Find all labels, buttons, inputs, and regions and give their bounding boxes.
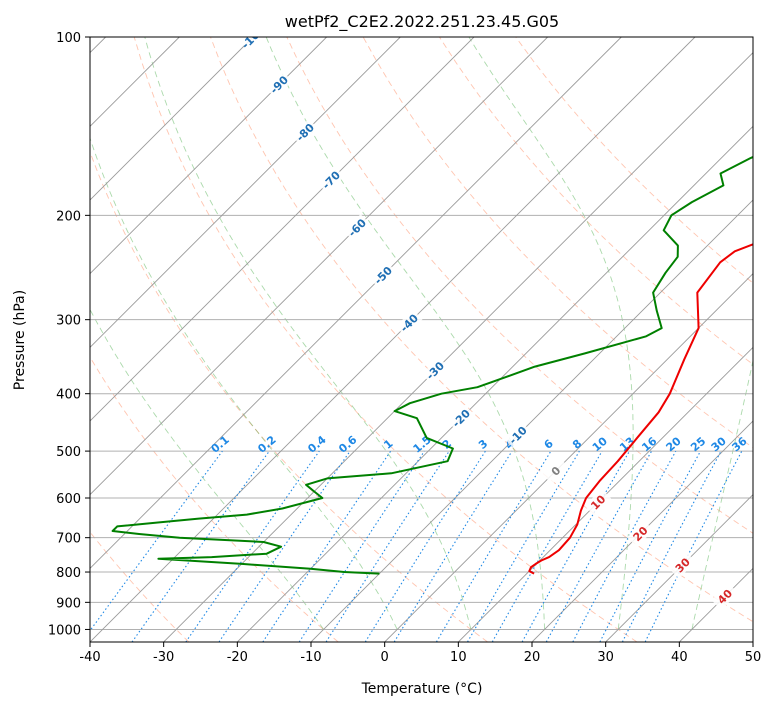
moist-adiabat xyxy=(468,37,634,630)
temperature-profile-line xyxy=(528,243,753,575)
isotherm-label-bg xyxy=(584,488,612,516)
x-axis: -40 -30 -20 -10 0 10 20 30 40 50 xyxy=(79,642,761,665)
isotherm-line xyxy=(605,494,753,642)
isotherm-line xyxy=(90,37,696,642)
dry-adiabat xyxy=(90,356,339,642)
dewpoint-profile-line xyxy=(111,155,753,575)
x-tick-label: -30 xyxy=(153,650,174,665)
isotherm-line xyxy=(163,52,753,642)
x-tick-label: 40 xyxy=(671,650,688,665)
mixing-ratio-label: 0.4 xyxy=(305,433,329,456)
isotherm-label-bg xyxy=(711,583,739,610)
isotherm-label-bg xyxy=(447,404,475,432)
isotherm-line xyxy=(458,346,753,642)
moist-adiabat xyxy=(144,37,472,630)
x-tick-label: 10 xyxy=(450,650,467,665)
mixing-ratio-label: 3 xyxy=(476,437,490,452)
x-tick-label: -40 xyxy=(79,650,100,665)
dry-adiabat xyxy=(210,37,753,623)
x-tick-label: 20 xyxy=(524,650,541,665)
x-axis-label: Temperature (°C) xyxy=(361,681,483,697)
isotherm-line xyxy=(384,273,753,642)
chart-title: wetPf2_C2E2.2022.251.23.45.G05 xyxy=(285,12,559,32)
x-tick-label: 50 xyxy=(745,650,762,665)
mixing-ratio-line xyxy=(325,450,450,642)
plot-area: 0.1 0.2 0.4 0.6 1 1.5 2 3 4 6 8 10 13 16 20 25 30 36-100-… xyxy=(90,37,753,642)
isotherm-label-bg xyxy=(395,309,423,337)
y-axis: 100 200 300 400 500 600 700 800 900 1000 xyxy=(48,31,90,638)
isotherm-line xyxy=(237,125,753,642)
y-tick-label: 200 xyxy=(56,209,81,224)
y-tick-label: 100 xyxy=(56,31,81,46)
mixing-ratio-label: 0.6 xyxy=(336,433,360,456)
mixing-ratio-line xyxy=(185,450,320,642)
isotherm-line xyxy=(531,420,753,642)
mixing-ratio-line xyxy=(545,450,653,642)
dry-adiabat xyxy=(133,37,638,642)
mixing-ratio-label: 0.1 xyxy=(209,433,232,455)
y-tick-label: 900 xyxy=(56,596,81,611)
isotherm-label-bg xyxy=(369,261,397,289)
y-axis-label: Pressure (hPa) xyxy=(12,290,28,390)
mixing-ratio-label: 8 xyxy=(570,437,584,452)
isotherm-label-bg xyxy=(542,457,570,485)
isotherm-line xyxy=(90,37,401,348)
y-tick-label: 400 xyxy=(56,388,81,403)
isotherm-label-bg xyxy=(626,520,654,548)
dry-adiabat xyxy=(362,37,753,449)
isotherm-label-bg xyxy=(504,421,532,449)
isotherm-label-bg xyxy=(343,214,371,242)
mixing-ratio-line xyxy=(90,450,223,632)
mixing-ratio-line xyxy=(599,450,701,642)
mixing-ratio-line xyxy=(572,450,677,642)
moist-adiabat xyxy=(90,308,324,630)
x-tick-label: 30 xyxy=(597,650,614,665)
mixing-ratio-line xyxy=(298,450,425,642)
dry-adiabat xyxy=(515,37,753,284)
dry-adiabat xyxy=(90,531,190,642)
x-tick-label: 0 xyxy=(381,650,389,665)
y-tick-label: 500 xyxy=(56,445,81,460)
isotherm-line xyxy=(90,37,254,201)
y-tick-label: 700 xyxy=(56,532,81,547)
moist-adiabat xyxy=(90,136,398,630)
plot-frame xyxy=(89,36,754,643)
mixing-ratio-label: 1.5 xyxy=(411,433,434,455)
isotherm-label-bg xyxy=(239,37,267,51)
y-tick-label: 600 xyxy=(56,492,81,507)
mixing-ratio-label: 6 xyxy=(542,437,556,452)
isotherm-line xyxy=(310,199,753,642)
isotherm-line xyxy=(90,37,327,275)
isotherm-label-bg xyxy=(421,357,449,384)
mixing-ratio-line xyxy=(364,450,486,642)
isotherm-line xyxy=(752,641,753,642)
x-tick-label: -10 xyxy=(300,650,321,665)
mixing-ratio-line xyxy=(435,450,552,642)
isotherm-label-bg xyxy=(317,166,345,194)
isotherm-label-bg xyxy=(669,551,696,579)
x-tick-label: -20 xyxy=(227,650,248,665)
isotherm-label-bg xyxy=(265,71,293,99)
mixing-ratio-line xyxy=(393,450,513,642)
dry-adiabat xyxy=(286,37,753,534)
mixing-ratio-line xyxy=(644,450,743,642)
y-tick-label: 800 xyxy=(56,566,81,581)
isotherm-line xyxy=(90,37,475,422)
mixing-ratio-line xyxy=(262,450,392,642)
y-tick-label: 1000 xyxy=(48,623,81,638)
y-tick-label: 300 xyxy=(56,314,81,329)
mixing-ratio-line xyxy=(218,450,351,642)
isotherm-line xyxy=(90,37,622,569)
mixing-ratio-line xyxy=(131,450,270,642)
isotherm-label-bg xyxy=(291,118,319,146)
isotherm-line xyxy=(90,37,548,496)
moist-adiabat xyxy=(691,358,753,630)
moist-adiabat xyxy=(265,37,546,630)
